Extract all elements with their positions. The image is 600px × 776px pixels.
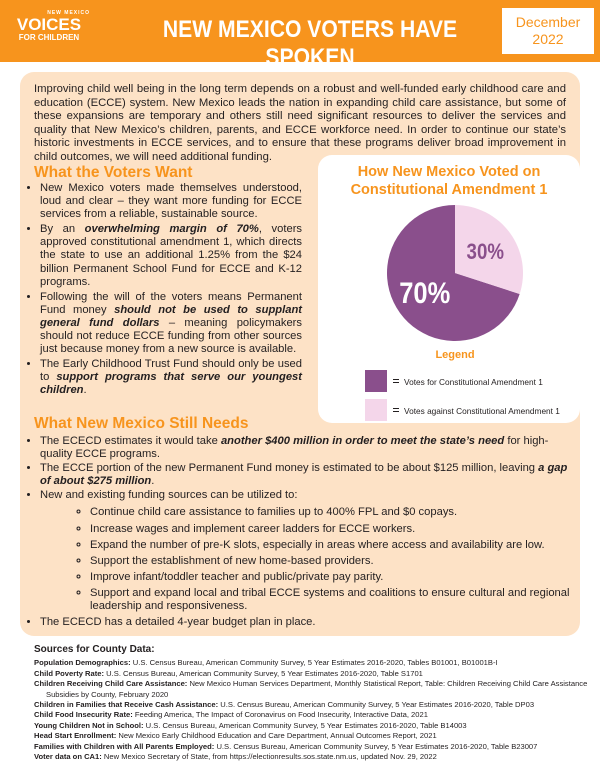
emphasis: overwhelming margin of 70%: [84, 223, 259, 236]
sub-bullet-item: Continue child care assistance to famili…: [90, 506, 580, 519]
pie-chart: 70% 30% Legend Votes for Constitutional Ame…: [365, 205, 560, 421]
bullet-item: New and existing funding sources can be …: [40, 489, 580, 613]
section-heading: What New Mexico Still Needs: [34, 415, 249, 432]
source-label: Young Children Not in School:: [34, 720, 144, 730]
legend-title: Legend: [435, 349, 474, 361]
sub-bullet-item: Improve infant/toddler teacher and publi…: [90, 571, 580, 584]
text-run: – meaning policymakers should not reduce…: [40, 316, 302, 356]
value-label: 30%: [467, 241, 504, 265]
sub-bullet-item: Support and expand local and tribal ECCE…: [90, 587, 580, 613]
header-band: [0, 0, 600, 62]
source-item: Voter data on CA1: New Mexico Secretary …: [34, 752, 590, 762]
legend-label: Votes against Constitutional Amendment 1: [404, 406, 560, 416]
source-item: Children in Families that Receive Cash A…: [34, 700, 590, 710]
sources-title: Sources for County Data:: [34, 644, 155, 655]
source-label: Children in Families that Receive Cash A…: [34, 700, 219, 710]
source-text: New Mexico Human Services Department, Mo…: [46, 679, 588, 699]
value-label: 70%: [399, 276, 450, 309]
sub-bullet-item: Increase wages and implement career ladd…: [90, 523, 580, 536]
text-run: The ECECD has a detailed 4-year budget p…: [40, 616, 316, 629]
bullet-item: The ECECD has a detailed 4-year budget p…: [40, 616, 580, 629]
bullet-item: The ECCE portion of the new Permanent Fu…: [40, 462, 580, 488]
text-run: for high-quality ECCE programs.: [40, 435, 549, 461]
source-text: New Mexico Early Childhood Education and…: [118, 731, 437, 741]
voters-want-list: New Mexico voters made themselves unders…: [30, 182, 302, 400]
pie-slice: [387, 205, 520, 341]
text-run: , voters approved constitutional amendme…: [40, 223, 303, 288]
text-run: New Mexico voters made themselves unders…: [40, 182, 302, 221]
logo-bottom: FOR CHILDREN: [18, 33, 80, 42]
logo-top: NEW MEXICO: [47, 10, 90, 16]
source-item: Children Receiving Child Care Assistance…: [34, 679, 590, 700]
source-item: Families with Children with All Parents …: [34, 742, 590, 752]
source-text: U.S. Census Bureau, American Community S…: [216, 741, 538, 751]
source-label: Families with Children with All Parents …: [34, 741, 215, 751]
text-run: Following the will of the voters means P…: [40, 290, 302, 316]
sub-bullet-item: Support the establishment of new home-ba…: [90, 555, 580, 568]
source-item: Head Start Enrollment: New Mexico Early …: [34, 731, 590, 741]
emphasis: another $400 million in order to meet th…: [220, 435, 505, 447]
chart-box: How New Mexico Voted on Constitutional A…: [318, 155, 580, 423]
text-run: The ECCE portion of the new Permanent Fu…: [40, 462, 539, 475]
date: December 2022: [502, 8, 594, 54]
text-run: .: [83, 384, 87, 397]
legend-swatch: [365, 399, 387, 421]
sources: Sources for County Data: Population Demo…: [34, 644, 590, 762]
emphasis: should not be used to supplant general f…: [40, 303, 302, 329]
source-item: Young Children Not in School: U.S. Censu…: [34, 721, 590, 731]
logo-main: VOICES: [16, 15, 82, 34]
still-needs-list: The ECECD estimates it would take anothe…: [30, 435, 580, 630]
chart-title: How New Mexico Voted on Constitutional A…: [350, 164, 548, 198]
pie-slice: [455, 205, 523, 295]
legend-label: Votes for Constitutional Amendment 1: [404, 377, 543, 387]
source-label: Child Food Insecurity Rate:: [34, 710, 133, 720]
bullet-item: By an overwhelming margin of 70%, voters…: [40, 223, 302, 288]
source-text: U.S. Census Bureau, American Community S…: [220, 700, 535, 710]
source-label: Children Receiving Child Care Assistance…: [34, 679, 188, 689]
source-label: Population Demographics:: [34, 658, 131, 668]
logo: NEW MEXICO VOICES FOR CHILDREN: [8, 10, 90, 42]
legend-swatch: [365, 370, 387, 392]
source-item: Child Poverty Rate: U.S. Census Bureau, …: [34, 669, 590, 679]
section-heading: What the Voters Want: [34, 164, 193, 181]
sub-list: Continue child care assistance to famili…: [40, 506, 580, 613]
source-label: Voter data on CA1:: [34, 752, 102, 762]
source-text: U.S. Census Bureau, American Community S…: [106, 668, 423, 678]
source-text: New Mexico Secretary of State, from http…: [103, 752, 437, 762]
bullet-item: Following the will of the voters means P…: [40, 291, 302, 356]
source-label: Child Poverty Rate:: [34, 668, 105, 678]
source-text: U.S. Census Bureau, American Community S…: [145, 720, 467, 730]
source-text: U.S. Census Bureau, American Community S…: [132, 658, 498, 668]
page-title: NEW MEXICO VOTERS HAVE SPOKEN: [162, 16, 458, 71]
source-label: Head Start Enrollment:: [34, 731, 117, 741]
source-item: Population Demographics: U.S. Census Bur…: [34, 658, 590, 668]
source-item: Child Food Insecurity Rate: Feeding Amer…: [34, 710, 590, 720]
bullet-item: New Mexico voters made themselves unders…: [40, 182, 302, 221]
text-run: New and existing funding sources can be …: [40, 489, 298, 502]
text-run: The Early Childhood Trust Fund should on…: [40, 358, 302, 384]
text-run: By an: [40, 223, 85, 236]
source-text: Feeding America, The Impact of Coronavir…: [134, 710, 428, 720]
intro: Improving child well being in the long t…: [34, 83, 566, 163]
text-run: .: [151, 475, 155, 488]
bullet-item: The ECECD estimates it would take anothe…: [40, 435, 580, 461]
sub-bullet-item: Expand the number of pre-K slots, especi…: [90, 539, 580, 552]
bullet-item: The Early Childhood Trust Fund should on…: [40, 358, 302, 397]
emphasis: support programs that serve our youngest…: [40, 371, 302, 397]
emphasis: a gap of about $275 million: [40, 462, 568, 488]
text-run: The ECECD estimates it would take: [40, 435, 221, 447]
